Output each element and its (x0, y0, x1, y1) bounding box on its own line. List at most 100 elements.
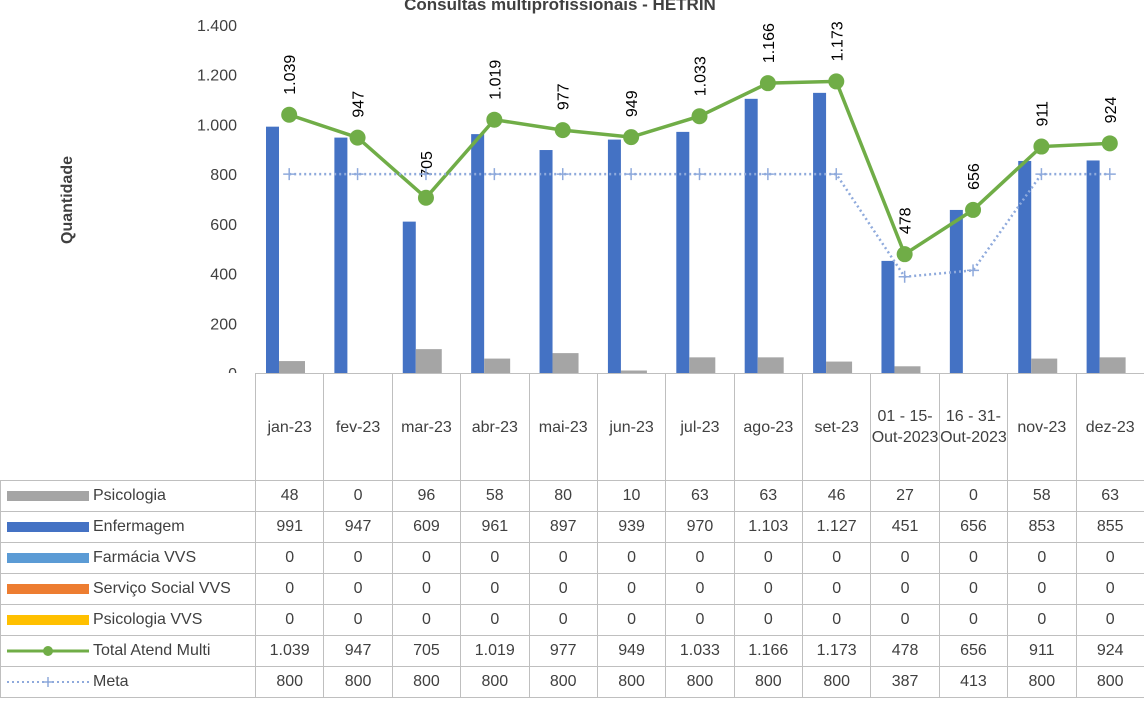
table-value: 58 (460, 480, 530, 512)
table-value: 991 (254, 511, 325, 543)
data-label: 947 (351, 91, 368, 118)
line-marker (896, 246, 913, 263)
table-value: 0 (254, 573, 325, 605)
table-value: 0 (733, 542, 804, 574)
line-marker (281, 106, 298, 123)
line-marker (759, 75, 776, 92)
bar (607, 139, 621, 373)
table-value: 46 (801, 480, 872, 512)
bar (471, 134, 485, 373)
data-label: 949 (624, 90, 641, 117)
table-value: 0 (665, 573, 735, 605)
line-marker (625, 168, 638, 181)
table-value: 0 (596, 604, 667, 636)
table-value: 0 (254, 604, 325, 636)
legend-label: Psicologia VVS (93, 611, 203, 628)
bar (279, 361, 305, 373)
series-row: Psicologia 48 0 96 58 80 10 63 63 46 27 0 58 63 (0, 480, 1144, 512)
table-value: 0 (1075, 604, 1144, 636)
line-marker (556, 168, 569, 181)
legend-symbol (7, 552, 89, 563)
line-marker (554, 122, 571, 139)
line-marker (828, 73, 845, 90)
y-tick-label: 400 (210, 267, 237, 284)
table-value: 413 (938, 666, 1009, 698)
category-row: jan-23 fev-23 mar-23 abr-23 mai-23 jun-23 jul-… (0, 373, 1144, 481)
line-marker (1101, 135, 1118, 152)
table-value: 800 (460, 666, 530, 698)
table-value: 0 (323, 573, 393, 605)
line-marker (1035, 168, 1048, 181)
legend-swatch (7, 645, 89, 656)
table-value: 63 (1075, 480, 1144, 512)
legend-cell: Meta (0, 666, 256, 698)
table-value: 0 (323, 604, 393, 636)
table-value: 0 (870, 542, 940, 574)
legend-symbol (7, 490, 89, 501)
chart: Consultas multiprofissionais - HETRIN Qu… (59, 0, 1126, 373)
table-value: 0 (801, 604, 872, 636)
table-value: 451 (870, 511, 940, 543)
legend-cell: Total Atend Multi (0, 635, 256, 667)
data-label: 478 (898, 207, 915, 234)
y-tick-label: 0 (228, 366, 237, 373)
table-value: 0 (391, 542, 462, 574)
line-marker (965, 201, 982, 218)
table-value: 800 (801, 666, 872, 698)
table-value: 800 (528, 666, 598, 698)
category-label: 01 - 15-Out-2023 (870, 373, 940, 481)
bar (1099, 357, 1126, 373)
category-label: jan-23 (254, 373, 325, 481)
legend-swatch (7, 552, 89, 563)
line-marker (417, 189, 434, 206)
table-value: 656 (938, 635, 1009, 667)
table-value: 0 (1007, 604, 1077, 636)
table-value: 10 (596, 480, 667, 512)
bar (539, 150, 553, 373)
line-marker (419, 168, 432, 181)
table-value: 27 (870, 480, 940, 512)
line-marker (623, 129, 640, 146)
table-value: 0 (596, 573, 667, 605)
y-tick-label: 1.400 (197, 18, 237, 35)
category-label: fev-23 (323, 373, 393, 481)
bar (676, 131, 690, 373)
legend-label: Serviço Social VVS (93, 580, 231, 597)
category-label: mar-23 (391, 373, 462, 481)
y-axis-label: Quantidade (59, 156, 76, 244)
series-row: Farmácia VVS 0 0 0 0 0 0 0 0 0 0 0 0 0 (0, 542, 1144, 574)
table-value: 800 (323, 666, 393, 698)
legend-symbol (7, 583, 89, 594)
legend-swatch (7, 490, 89, 501)
table-value: 0 (391, 604, 462, 636)
legend-symbol (7, 521, 89, 532)
table-value: 0 (460, 542, 530, 574)
category-label: dez-23 (1075, 373, 1144, 481)
line-marker (486, 111, 503, 128)
bar (689, 357, 716, 373)
table-value: 609 (391, 511, 462, 543)
bar (402, 221, 416, 373)
table-value: 0 (665, 604, 735, 636)
table-value: 0 (938, 604, 1009, 636)
legend-label: Enfermagem (93, 518, 185, 535)
table-value: 0 (733, 573, 804, 605)
category-label: ago-23 (733, 373, 804, 481)
table-value: 63 (733, 480, 804, 512)
table-value: 949 (596, 635, 667, 667)
table-value: 0 (870, 573, 940, 605)
table-value: 800 (596, 666, 667, 698)
bar (826, 361, 853, 373)
data-label: 656 (966, 163, 983, 190)
legend-symbol (43, 676, 53, 687)
table-value: 48 (254, 480, 325, 512)
category-label: jun-23 (596, 373, 667, 481)
table-value: 0 (460, 573, 530, 605)
legend-cell: Psicologia (0, 480, 256, 512)
table-value: 387 (870, 666, 940, 698)
legend-swatch (7, 521, 89, 532)
table-value: 0 (1075, 573, 1144, 605)
data-label: 911 (1034, 101, 1051, 127)
table-value: 800 (391, 666, 462, 698)
table-value: 800 (254, 666, 325, 698)
